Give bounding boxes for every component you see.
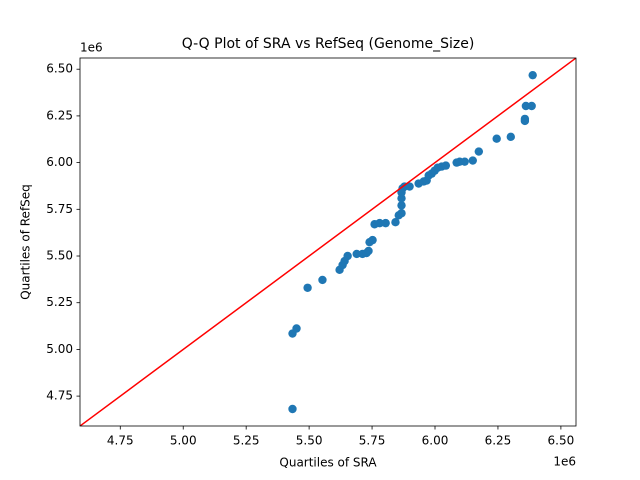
point xyxy=(343,251,352,261)
point xyxy=(303,283,312,292)
y-tick-label: 4.75 xyxy=(46,389,73,403)
point xyxy=(527,101,536,111)
point xyxy=(368,235,377,245)
point xyxy=(292,324,301,333)
point xyxy=(405,182,414,191)
reference-line xyxy=(80,58,576,426)
x-tick-label: 6.25 xyxy=(485,434,512,448)
point xyxy=(506,132,515,142)
point xyxy=(381,218,390,228)
plot-frame xyxy=(79,57,577,427)
point xyxy=(397,194,406,203)
point xyxy=(521,101,531,111)
x-tick-label: 5.00 xyxy=(170,434,197,448)
y-tick-label: 6.25 xyxy=(46,108,73,122)
x-tick-label: 4.75 xyxy=(107,434,134,448)
point xyxy=(468,156,477,165)
x-tick-label: 5.25 xyxy=(233,434,260,448)
y-tick-label: 5.25 xyxy=(46,295,73,309)
point xyxy=(318,275,327,285)
y-tick-label: 6.00 xyxy=(46,155,73,169)
point xyxy=(460,157,469,166)
y-tick-label: 5.50 xyxy=(46,249,73,263)
y-offset-label: 1e6 xyxy=(80,41,103,55)
point xyxy=(391,217,400,227)
x-tick-label: 6.50 xyxy=(548,434,575,448)
y-tick-label: 6.50 xyxy=(46,62,73,76)
point xyxy=(397,201,406,210)
x-tick-label: 5.75 xyxy=(359,434,386,448)
y-axis-label: Quartiles of RefSeq xyxy=(19,184,33,300)
point xyxy=(397,209,406,218)
chart-title: Q-Q Plot of SRA vs RefSeq (Genome_Size) xyxy=(182,36,475,52)
point xyxy=(520,114,530,124)
point xyxy=(492,134,501,143)
point xyxy=(441,161,451,170)
x-tick-label: 6.00 xyxy=(422,434,449,448)
y-tick-label: 5.00 xyxy=(46,342,73,356)
point xyxy=(474,147,484,156)
point xyxy=(288,404,297,414)
x-offset-label: 1e6 xyxy=(553,455,576,469)
point xyxy=(375,218,384,228)
x-axis-label: Quartiles of SRA xyxy=(279,456,377,470)
x-tick-label: 5.50 xyxy=(296,434,323,448)
y-tick-label: 5.75 xyxy=(46,202,73,216)
point xyxy=(352,249,361,259)
point xyxy=(528,70,537,80)
point xyxy=(364,246,373,256)
